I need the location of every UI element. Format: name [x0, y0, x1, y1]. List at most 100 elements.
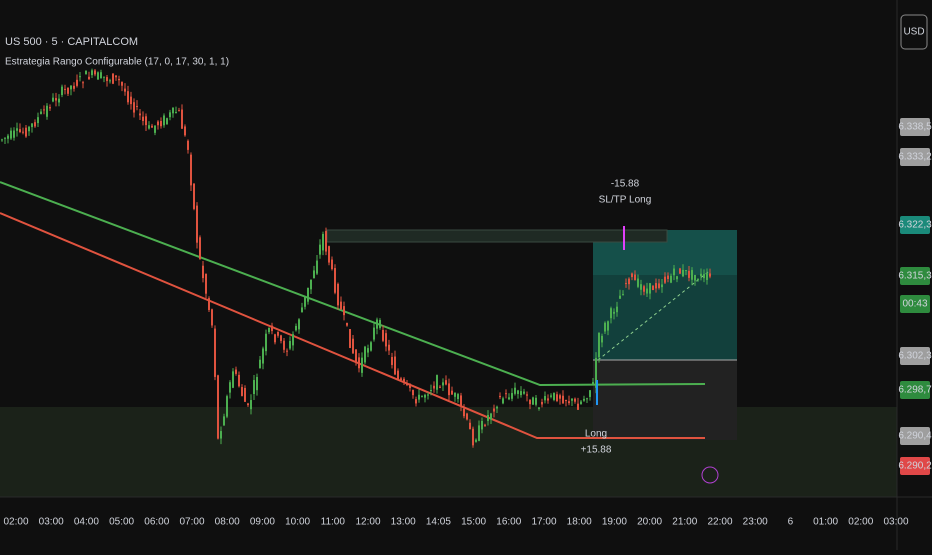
- indicator: Estrategia Rango Configurable (17, 0, 17…: [5, 57, 229, 68]
- candle: [523, 391, 525, 394]
- candle: [499, 395, 501, 398]
- candle: [331, 259, 333, 270]
- currency[interactable]: USD: [903, 27, 924, 38]
- candle: [415, 399, 417, 404]
- candle: [640, 284, 642, 290]
- time-label: 13:00: [391, 517, 416, 528]
- candle: [613, 311, 615, 314]
- candle: [352, 338, 354, 354]
- price-tag-bg: [900, 381, 930, 399]
- candle: [682, 269, 684, 277]
- candle: [445, 380, 447, 385]
- candle: [244, 388, 246, 402]
- candle: [505, 393, 507, 395]
- price-tag-bg: [900, 118, 930, 136]
- candle: [466, 413, 468, 420]
- price-tag: 6.333,2: [898, 152, 932, 163]
- exit-label: SL/TP Long: [599, 195, 652, 206]
- candle: [394, 356, 396, 375]
- candle: [595, 357, 597, 388]
- candle: [493, 408, 495, 412]
- candle: [310, 279, 312, 290]
- time-label: 05:00: [109, 517, 134, 528]
- candle: [166, 118, 168, 125]
- candle: [406, 384, 408, 386]
- candle: [601, 335, 603, 343]
- exit-value: -15.88: [611, 179, 640, 190]
- candle: [646, 288, 648, 294]
- candle: [661, 284, 663, 288]
- candle: [565, 400, 567, 402]
- candle: [295, 325, 297, 331]
- candle: [121, 82, 123, 86]
- candle: [25, 127, 27, 137]
- candle: [4, 137, 6, 139]
- candle: [49, 107, 51, 109]
- candle: [316, 260, 318, 274]
- price-tag: 6.302,3: [898, 351, 932, 362]
- candle: [43, 109, 45, 111]
- candle: [205, 273, 207, 294]
- candle: [1, 139, 3, 141]
- range-zone: [0, 407, 897, 497]
- candle: [568, 401, 570, 404]
- candle: [463, 408, 465, 417]
- candle: [76, 79, 78, 86]
- candle: [658, 283, 660, 288]
- candle: [46, 105, 48, 117]
- candle: [670, 275, 672, 283]
- candle: [535, 397, 537, 405]
- candle: [298, 319, 300, 330]
- candle: [304, 296, 306, 307]
- candle: [652, 285, 654, 291]
- candle: [532, 397, 534, 405]
- candle: [247, 403, 249, 406]
- candle: [409, 383, 411, 388]
- price-tag: 6.298,7: [898, 385, 932, 396]
- currency-button[interactable]: [900, 14, 928, 50]
- candle: [655, 283, 657, 289]
- upper-channel: [0, 181, 706, 387]
- candle: [340, 301, 342, 310]
- candle: [289, 341, 291, 349]
- candle: [586, 398, 588, 400]
- price-tag-bg: [900, 216, 930, 234]
- candle: [139, 113, 141, 116]
- candle: [109, 80, 111, 82]
- candle: [160, 120, 162, 127]
- candle: [145, 116, 147, 126]
- entry-value: +15.88: [581, 445, 612, 456]
- price-tag: 6.338,5: [898, 122, 932, 133]
- candle: [79, 76, 81, 78]
- candle: [688, 270, 690, 278]
- candle: [70, 85, 72, 90]
- candle: [496, 406, 498, 409]
- time-label: 01:00: [813, 517, 838, 528]
- candle: [19, 129, 21, 132]
- price-tag: 6.290,2: [898, 461, 932, 472]
- candle: [106, 77, 108, 82]
- candle: [433, 385, 435, 389]
- time-label: 10:00: [285, 517, 310, 528]
- candle: [22, 131, 24, 133]
- candle: [214, 328, 216, 377]
- candle: [337, 283, 339, 306]
- candle: [34, 122, 36, 127]
- candle: [397, 370, 399, 380]
- candle: [220, 431, 222, 439]
- candle: [259, 359, 261, 369]
- time-label: 08:00: [215, 517, 240, 528]
- candle: [526, 394, 528, 396]
- candle: [370, 342, 372, 351]
- candle: [430, 390, 432, 392]
- price-tag-bg: [900, 148, 930, 166]
- candle: [361, 357, 363, 373]
- candle: [385, 333, 387, 347]
- candle: [16, 128, 18, 131]
- time-label: 07:00: [179, 517, 204, 528]
- candle: [61, 86, 63, 95]
- candle: [181, 109, 183, 129]
- candle: [190, 154, 192, 186]
- candle: [40, 111, 42, 114]
